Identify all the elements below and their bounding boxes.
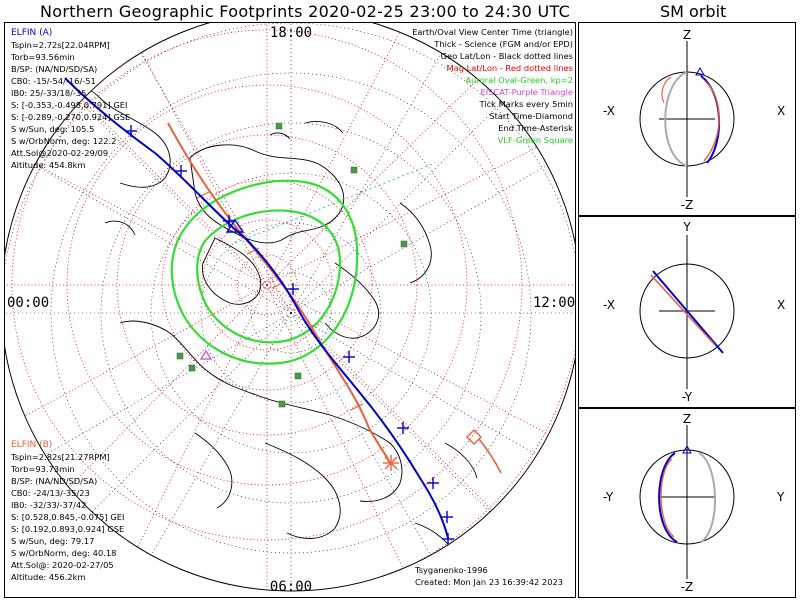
created-label: Created: Mon Jan 23 16:39:42 2023 xyxy=(415,577,563,587)
map-canvas: 18:00 00:00 12:00 06:00 ELFIN (A) Tspin=… xyxy=(5,23,575,595)
elfin-b-line: S: [0.192,0.893,0.924] GSE xyxy=(11,524,124,534)
eiscat-triangle xyxy=(199,349,213,360)
elfin-a-line: Altitude: 454.8km xyxy=(11,160,86,170)
earth-limb xyxy=(5,23,575,592)
panel-axis-top: Y xyxy=(682,220,691,234)
orbit-panel-xy: Y -Y -X X xyxy=(578,216,796,408)
mlt-label-left: 00:00 xyxy=(7,295,49,311)
elfin-a-name: ELFIN (A) xyxy=(11,28,52,38)
elfin-b-orbit xyxy=(703,80,720,162)
elfin-a-ticks xyxy=(125,125,453,523)
elfin-b-info: ELFIN (B) Tspin=2.82s[21.27RPM] Torb=93.… xyxy=(10,440,124,582)
elfin-b-name: ELFIN (B) xyxy=(11,440,52,450)
map-title: Northern Geographic Footprints 2020-02-2… xyxy=(40,2,571,21)
mlt-label-right: 12:00 xyxy=(533,295,575,311)
elfin-b-end-asterisk xyxy=(383,455,399,471)
elfin-a-line: Tspin=2.72s[22.04RPM] xyxy=(10,40,110,50)
elfin-a-line: CB0: -15/-54/-16/-51 xyxy=(11,76,96,86)
orbit-title: SM orbit xyxy=(660,2,727,21)
elfin-b-track xyxy=(167,122,391,464)
legend-item: EISCAT-Purple Triangle xyxy=(480,87,573,97)
elfin-b-line: Att.Sol@: 2020-02-27/05 xyxy=(11,560,114,570)
elfin-a-end-marker xyxy=(442,533,454,545)
elfin-b-start-diamond xyxy=(466,429,482,445)
elfin-b-line: S w/Sun, deg: 79.17 xyxy=(11,536,94,546)
legend-item: Auroral Oval-Green, kp=2 xyxy=(465,75,573,85)
elfin-b-orbit-seg xyxy=(661,76,672,104)
elfin-a-marker xyxy=(682,444,692,454)
panel-axis-right: X xyxy=(777,298,785,312)
legend-item: Thick - Science (FGM and/or EPD) xyxy=(433,39,573,49)
elfin-a-line: Torb=93.56min xyxy=(10,52,75,62)
elfin-a-line: S: [-0.353,-0.498,0.791] GEI xyxy=(11,100,127,110)
panel-axis-bottom: -Z xyxy=(681,198,694,212)
panel-axis-top: Z xyxy=(683,28,691,42)
elfin-b-orbit xyxy=(650,274,716,346)
legend-item: End Time-Asterisk xyxy=(498,123,573,133)
orbit-panel-xz: Z -Z -X X xyxy=(578,22,796,216)
orbit-panel-yz: Z -Z -Y Y xyxy=(578,408,796,598)
orbit-panel-xy-canvas: Y -Y -X X xyxy=(603,220,785,404)
vlf-squares xyxy=(176,122,408,408)
elfin-b-track-end xyxy=(478,438,502,474)
orbit-shadow xyxy=(698,452,717,543)
legend-item: Mag Lat/Lon - Red dotted lines xyxy=(446,63,573,73)
elfin-a-line: B/SP: (NA/ND/SD/SA) xyxy=(11,64,97,74)
elfin-b-line: Torb=93.73min xyxy=(10,464,75,474)
legend-item: VLF-Green Square xyxy=(498,135,573,145)
elfin-a-line: S w/Sun, deg: 105.5 xyxy=(11,124,94,134)
mlt-label-bottom: 06:00 xyxy=(270,579,312,595)
elfin-a-line: S: [-0.289,-0.270,0.924] GSE xyxy=(11,112,130,122)
legend-item: Tick Marks every 5min xyxy=(478,99,573,109)
map-legend: Earth/Oval View Center Time (triangle) T… xyxy=(412,27,573,145)
panel-axis-right: X xyxy=(777,104,785,118)
elfin-b-line: Altitude: 456.2km xyxy=(11,572,86,582)
panel-axis-left: -X xyxy=(603,104,615,118)
elfin-b-orbit xyxy=(660,458,675,538)
elfin-a-line: Att.Sol@2020-02-29/09 xyxy=(11,148,108,158)
earth-circle xyxy=(639,449,735,545)
elfin-b-line: CB0: -24/13/-35/23 xyxy=(11,488,90,498)
legend-item: Start Time-Diamond xyxy=(489,111,573,121)
elfin-a-track xyxy=(64,77,449,539)
panel-axis-left: -X xyxy=(603,298,615,312)
elfin-a-line: S w/OrbNorm, deg: 122.2 xyxy=(11,136,116,146)
elfin-b-line: S: [0.528,0.845,-0.075] GEI xyxy=(11,512,124,522)
orbit-panel-xz-canvas: Z -Z -X X xyxy=(603,28,785,212)
elfin-b-line: IB0: -32/33/-37/42 xyxy=(11,500,86,510)
elfin-a-marker xyxy=(695,66,705,76)
footprint-map: 18:00 00:00 12:00 06:00 ELFIN (A) Tspin=… xyxy=(4,22,576,598)
view-line xyxy=(234,162,436,244)
auroral-oval xyxy=(170,179,359,365)
panel-axis-top: Z xyxy=(683,412,691,426)
panel-axis-bottom: -Z xyxy=(681,580,694,594)
earth-circle xyxy=(639,263,735,359)
elfin-a-view-triangle xyxy=(225,218,245,233)
elfin-a-orbit xyxy=(652,270,724,354)
orbit-panel-yz-canvas: Z -Z -Y Y xyxy=(603,412,785,594)
elfin-b-line: S w/OrbNorm, deg: 40.18 xyxy=(11,548,116,558)
elfin-b-line: Tspin=2.82s[21.27RPM] xyxy=(10,452,110,462)
panel-axis-right: Y xyxy=(776,490,785,504)
panel-axis-bottom: -Y xyxy=(682,390,693,404)
panel-axis-left: -Y xyxy=(603,490,614,504)
legend-item: Geo Lat/Lon - Black dotted lines xyxy=(441,51,573,61)
orbit-shadow xyxy=(664,71,688,167)
model-label: Tsyganenko-1996 xyxy=(414,565,488,575)
elfin-a-orbit xyxy=(658,452,678,543)
elfin-a-line: IB0: 25/-33/18/-35 xyxy=(11,88,86,98)
elfin-b-line: B/SP: (NA/ND/SD/SA) xyxy=(11,476,97,486)
legend-item: Earth/Oval View Center Time (triangle) xyxy=(412,27,573,37)
mlt-label-top: 18:00 xyxy=(270,25,312,41)
elfin-a-info: ELFIN (A) Tspin=2.72s[22.04RPM] Torb=93.… xyxy=(10,28,130,170)
